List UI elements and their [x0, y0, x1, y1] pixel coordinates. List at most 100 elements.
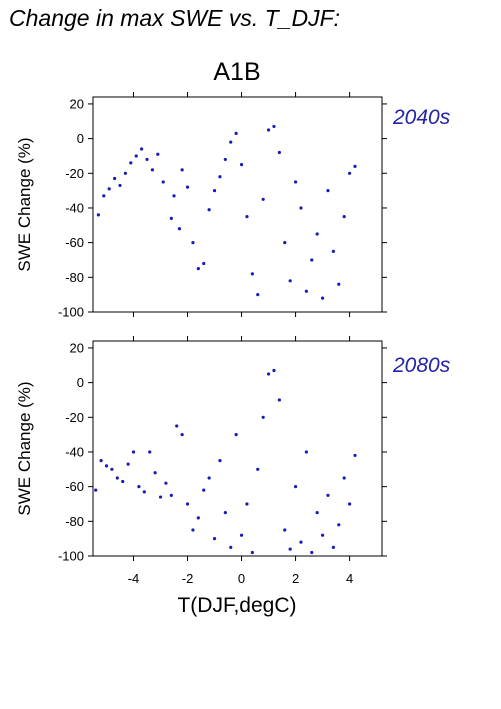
panel-2-point	[347, 502, 352, 506]
panel-1-point	[156, 152, 160, 156]
panel-2-point	[158, 495, 163, 499]
panel-2-period-label: 2080s	[393, 354, 451, 377]
panel-1-point	[177, 227, 182, 231]
panel-2-point	[239, 533, 244, 537]
panel-1-point	[239, 163, 244, 167]
panel-2-point	[104, 464, 109, 468]
panel-1-point	[304, 289, 308, 293]
panel-2-point	[288, 547, 292, 551]
panel-2-point	[110, 467, 114, 471]
panel-2-point	[320, 533, 325, 537]
panel-1-point	[331, 249, 335, 253]
panel-1-point	[353, 164, 357, 168]
panel-1-point	[342, 215, 346, 219]
panel-2-point	[180, 433, 184, 437]
panel-1-point	[223, 157, 227, 162]
panel-1-point	[134, 154, 138, 158]
panel-2-point	[196, 516, 200, 520]
panel-1-point	[266, 128, 271, 132]
panel-2-xtick-label: 2	[292, 571, 299, 586]
panel-2-point	[277, 398, 281, 402]
panel-1-point	[229, 140, 233, 144]
panel-1-point	[234, 131, 238, 136]
panel-1-point	[299, 206, 303, 210]
panel-1-point	[169, 216, 173, 220]
panel-2-point	[207, 476, 211, 480]
panel-2-point	[283, 528, 287, 532]
x-axis-label: T(DJF,degC)	[177, 594, 297, 617]
panel-1-point	[207, 208, 211, 212]
panel-1-point	[310, 258, 314, 262]
panel-2-point	[126, 462, 130, 466]
panel-1-point	[102, 194, 106, 198]
panel-2-point	[142, 490, 146, 494]
panel-2-point	[326, 493, 330, 497]
panel-2-point	[212, 537, 217, 541]
panel-1-point	[150, 168, 155, 172]
panel-2-point	[121, 479, 125, 484]
panel-2-point	[153, 471, 157, 475]
panel-2-point	[293, 485, 298, 489]
panel-1-point	[202, 261, 206, 266]
panel-1-point	[161, 180, 165, 184]
panel-2-ytick-label: -60	[65, 479, 84, 494]
panel-1-point	[113, 176, 117, 181]
panel-1-point	[320, 296, 325, 300]
panel-1-point	[191, 241, 195, 245]
panel-2-xtick-label: 4	[346, 571, 353, 586]
panel-1-ytick-label: -80	[65, 270, 84, 285]
panel-2-xtick-label: 0	[238, 571, 245, 586]
panel-2-point	[353, 453, 357, 458]
panel-1-point	[326, 189, 330, 193]
panel-1-point	[283, 241, 287, 245]
panel-2-point	[131, 450, 136, 454]
panel-2-point	[148, 450, 152, 454]
panel-1-point	[277, 150, 281, 155]
panel-1-ytick-label: -40	[65, 200, 84, 215]
panel-2-point	[191, 528, 195, 532]
panel-1-point	[293, 180, 298, 184]
panel-2-point	[331, 545, 335, 549]
panel-2-point	[202, 488, 206, 492]
panel-2-point	[310, 550, 314, 555]
panel-1-point	[185, 185, 190, 189]
panel-2-point	[234, 433, 238, 437]
panel-1-point	[196, 267, 200, 271]
panel-2-point	[164, 481, 168, 485]
panel-1-ytick-label: 0	[77, 131, 84, 146]
panel-2-point	[115, 476, 119, 480]
panel-1-point	[256, 293, 260, 297]
panel-1-point	[145, 157, 149, 162]
panel-2-frame	[92, 340, 383, 557]
figure-title: Change in max SWE vs. T_DJF:	[9, 5, 341, 31]
panel-1-point	[129, 161, 133, 165]
panel-1-point	[140, 147, 144, 151]
panel-2-point	[256, 467, 260, 471]
panel-2-point	[304, 450, 308, 454]
panel-1-point	[245, 215, 249, 219]
scenario-label: A1B	[213, 58, 261, 86]
panel-2-point	[99, 459, 103, 463]
panel-2-ytick-label: -100	[58, 549, 84, 564]
panel-1-point	[337, 282, 341, 286]
panel-1-period-label: 2040s	[393, 106, 451, 129]
panel-2-point	[299, 540, 303, 544]
panel-2-point	[169, 493, 173, 497]
panel-2-ytick-label: -40	[65, 444, 84, 459]
panel-2-point	[218, 459, 222, 463]
panel-1-frame	[92, 96, 383, 313]
panel-2-xtick-label: -4	[128, 571, 140, 586]
panel-1-point	[180, 168, 184, 172]
panel-2-point	[342, 476, 346, 480]
panel-2-ylabel: SWE Change (%)	[15, 381, 34, 515]
panel-2-ytick-label: 0	[77, 375, 84, 390]
panel-2-point	[229, 545, 233, 549]
panel-1-ytick-label: 20	[70, 96, 84, 111]
panel-1-ylabel: SWE Change (%)	[15, 137, 34, 271]
panel-1-point	[315, 232, 319, 236]
panel-1-point	[172, 194, 176, 198]
panel-1-point	[107, 187, 111, 191]
panel-2-point	[94, 488, 98, 492]
panel-1-point	[118, 183, 122, 188]
